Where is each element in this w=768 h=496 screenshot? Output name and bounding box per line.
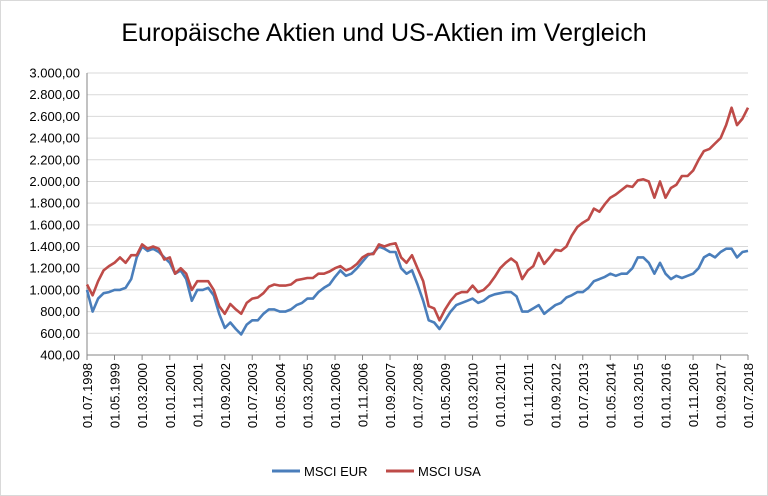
x-tick-label: 01.03.2005 [300, 363, 315, 428]
y-tick-label: 3.000,00 [29, 66, 80, 81]
x-tick-label: 01.09.2002 [218, 363, 233, 428]
series-lines [85, 106, 750, 336]
x-tick-label: 01.07.2018 [741, 363, 756, 428]
legend-label-msci-usa: MSCI USA [418, 464, 481, 479]
x-tick-label: 01.05.1999 [108, 363, 123, 428]
y-tick-label: 400,00 [40, 348, 80, 363]
x-tick-label: 01.11.2001 [190, 363, 205, 427]
x-tick-label: 01.11.2011 [521, 363, 536, 426]
legend: MSCI EUR MSCI USA [272, 464, 481, 479]
x-tick-label: 01.05.2014 [603, 363, 618, 428]
x-tick-label: 01.09.2017 [714, 363, 729, 428]
y-tick-label: 2.400,00 [29, 131, 80, 146]
x-tick-label: 01.03.2000 [135, 363, 150, 428]
y-tick-label: 1.000,00 [29, 282, 80, 297]
y-tick-label: 1.400,00 [29, 239, 80, 254]
x-tick-label: 01.01.2001 [163, 363, 178, 428]
x-tick-label: 01.03.2015 [631, 363, 646, 428]
x-tick-label: 01.09.2007 [383, 363, 398, 428]
x-tick-label: 01.01.2011 [493, 363, 508, 427]
x-tick-label: 01.07.2013 [576, 363, 591, 428]
y-tick-label: 800,00 [40, 304, 80, 319]
series-line-msci-usa [85, 106, 750, 322]
x-tick-label: 01.11.2006 [356, 363, 371, 427]
y-tick-label: 2.600,00 [29, 109, 80, 124]
x-tick-label: 01.07.1998 [80, 363, 95, 428]
x-tick-label: 01.09.2012 [548, 363, 563, 428]
x-tick-label: 01.11.2016 [686, 363, 701, 427]
x-tick-label: 01.05.2004 [273, 363, 288, 428]
axes: 400,00 600,00 800,00 1.000,00 1.200,00 1.400,… [29, 66, 756, 429]
y-tick-label: 2.800,00 [29, 87, 80, 102]
gridlines [87, 72, 748, 356]
x-tick-label: 01.01.2006 [328, 363, 343, 428]
x-tick-label: 01.01.2016 [658, 363, 673, 428]
chart-title: Europäische Aktien und US-Aktien im Verg… [121, 19, 646, 47]
y-tick-label: 2.000,00 [29, 174, 80, 189]
y-tick-label: 600,00 [40, 326, 80, 341]
series-line-msci-eur [85, 245, 749, 336]
x-tick-label: 01.05.2009 [438, 363, 453, 428]
y-tick-label: 1.600,00 [29, 217, 80, 232]
x-tick-label: 01.07.2003 [245, 363, 260, 428]
x-tick-label: 01.07.2008 [411, 363, 426, 428]
y-tick-label: 1.800,00 [29, 196, 80, 211]
y-tick-label: 1.200,00 [29, 261, 80, 276]
y-tick-label: 2.200,00 [29, 152, 80, 167]
x-tick-label: 01.03.2010 [466, 363, 481, 428]
legend-label-msci-eur: MSCI EUR [304, 464, 368, 479]
